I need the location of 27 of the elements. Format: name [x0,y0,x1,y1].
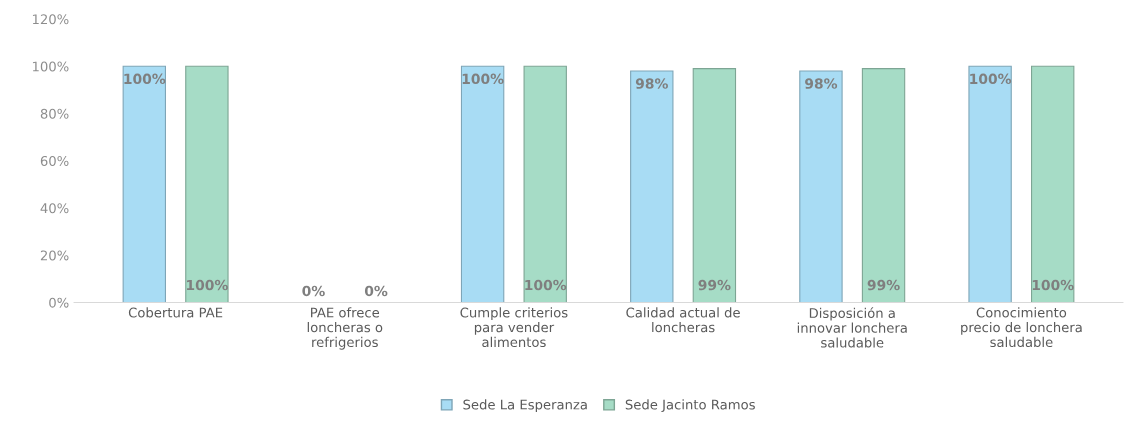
x-tick-label: Disposición a innovar lonchera saludable [797,307,907,348]
data-label: 100% [187,279,228,291]
y-tick-label: 60% [40,155,69,166]
legend-label: Sede La Esperanza [463,399,587,413]
x-tick-label: PAE ofrece loncheras o refrigerios [307,307,383,350]
data-label: 98% [805,78,838,89]
x-tick-label: Conocimiento precio de lonchera saludable [961,307,1082,348]
legend-label: Sede Jacinto Ramos [625,399,755,413]
y-tick-label: 20% [40,250,69,261]
data-label: 0% [302,285,325,297]
data-label: 0% [364,285,388,297]
data-label: 98% [635,78,668,89]
x-tick-label: Cobertura PAE [128,307,223,318]
data-label: 100% [1032,279,1074,291]
data-label: 99% [698,279,731,291]
y-tick-label: 80% [40,108,69,119]
data-label: 99% [867,279,900,291]
x-tick-label: Calidad actual de loncheras [626,307,740,333]
data-label: 100% [525,279,567,291]
y-tick-label: 0% [49,297,69,308]
data-label: 100% [124,73,166,85]
x-tick-label: Cumple criterios para vender alimentos [460,307,568,348]
data-label: 100% [462,73,504,85]
y-tick-label: 100% [32,61,69,72]
y-tick-label: 40% [40,203,69,214]
y-tick-label: 120% [32,14,69,25]
data-label: 100% [970,73,1012,85]
